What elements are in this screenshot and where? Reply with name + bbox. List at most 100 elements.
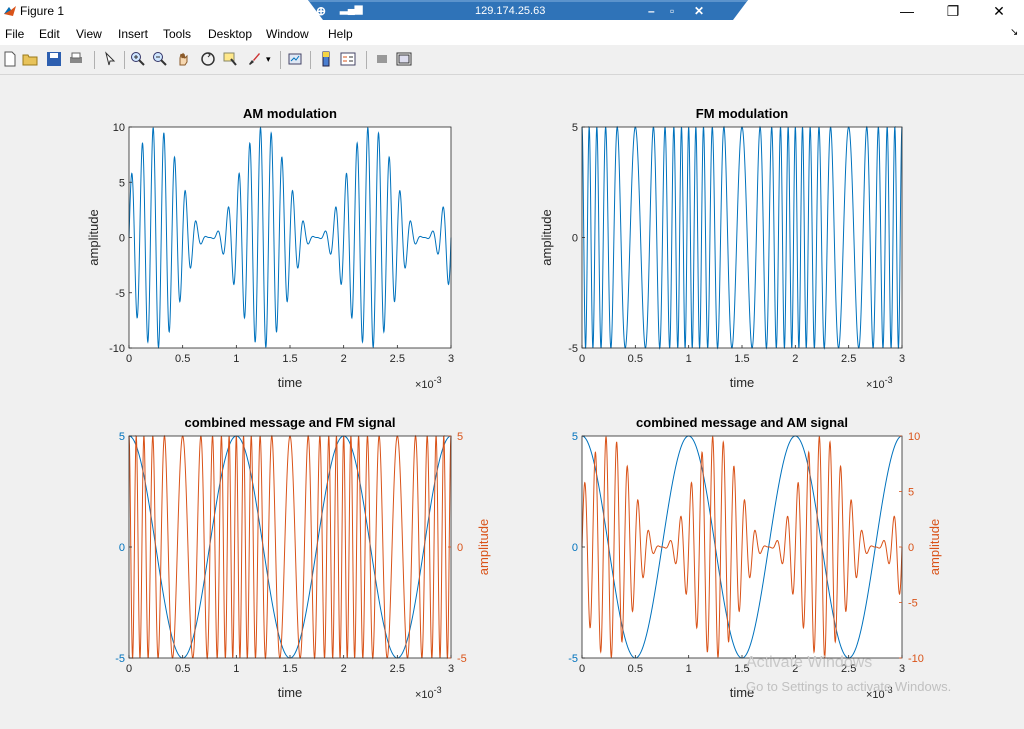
open-file-icon[interactable] xyxy=(22,51,38,67)
zoom-out-icon[interactable] xyxy=(152,51,168,67)
x-tick-label: 0.5 xyxy=(175,353,190,365)
toolbar-separator xyxy=(94,51,95,69)
x-exponent-label: ×10-3 xyxy=(415,685,442,701)
menu-window[interactable]: Window xyxy=(266,27,309,41)
menu-view[interactable]: View xyxy=(76,27,102,41)
rotate-3d-icon[interactable] xyxy=(200,51,216,67)
remote-host: 129.174.25.63 xyxy=(475,5,546,17)
y-right-tick-label: -5 xyxy=(908,598,918,610)
axes-1[interactable]: 0 0.5 1 1.5 2 2.5 3 -10 -5 0 5 10 AM modulation time ×… xyxy=(86,106,454,391)
y-right-tick-label: 5 xyxy=(457,431,463,443)
x-tick-label: 0.5 xyxy=(175,663,190,675)
x-tick-label: 1 xyxy=(686,663,692,675)
remote-connection-bar xyxy=(308,0,748,20)
colorbar-icon[interactable] xyxy=(318,51,334,67)
menu-help[interactable]: Help xyxy=(328,27,353,41)
y-tick-label: 0 xyxy=(119,542,125,554)
plot-title: AM modulation xyxy=(243,106,337,121)
hide-plot-tools-icon[interactable] xyxy=(374,51,390,67)
y-right-tick-label: 0 xyxy=(457,542,463,554)
series-line-1 xyxy=(128,126,452,349)
x-tick-label: 0.5 xyxy=(628,663,643,675)
y-right-tick-label: 5 xyxy=(908,487,914,499)
x-axis-label: time xyxy=(730,685,755,700)
y-tick-label: 5 xyxy=(572,122,578,134)
y-tick-label: 10 xyxy=(113,122,125,134)
show-plot-tools-icon[interactable] xyxy=(396,51,412,67)
legend-icon[interactable] xyxy=(340,51,356,67)
x-tick-label: 2 xyxy=(792,663,798,675)
x-axis-label: time xyxy=(278,685,303,700)
close-button[interactable]: ✕ xyxy=(993,2,1005,19)
x-tick-label: 0 xyxy=(126,663,132,675)
x-tick-label: 2.5 xyxy=(390,353,405,365)
menu-file[interactable]: File xyxy=(5,27,25,41)
x-tick-label: 0 xyxy=(126,353,132,365)
y-right-axis-label: amplitude xyxy=(927,519,942,575)
remote-restore-icon[interactable]: ▫ xyxy=(670,4,675,18)
zoom-in-icon[interactable] xyxy=(130,51,146,67)
toolbar-separator xyxy=(280,51,281,69)
brush-dropdown-icon[interactable]: ▾ xyxy=(266,54,271,64)
new-figure-icon[interactable] xyxy=(2,51,18,67)
x-tick-label: 1 xyxy=(233,353,239,365)
plot-area xyxy=(582,127,902,348)
menu-bar: File Edit View Insert Tools Desktop Wind… xyxy=(0,24,1024,45)
y-tick-label: -5 xyxy=(568,343,578,355)
pointer-icon[interactable] xyxy=(102,51,118,67)
y-right-tick-label: 10 xyxy=(908,431,920,443)
x-tick-label: 0 xyxy=(579,663,585,675)
y-tick-label: 5 xyxy=(572,431,578,443)
x-tick-label: 2 xyxy=(341,353,347,365)
figure-toolbar: ▾ xyxy=(0,46,1024,75)
remote-close-icon[interactable]: ✕ xyxy=(694,4,705,18)
y-tick-label: -5 xyxy=(115,288,125,300)
minimize-button[interactable]: — xyxy=(900,3,914,19)
restore-button[interactable]: ❐ xyxy=(946,2,960,19)
x-tick-label: 0 xyxy=(579,353,585,365)
toolbar-separator xyxy=(366,51,367,69)
y-tick-label: 5 xyxy=(119,177,125,189)
x-tick-label: 2.5 xyxy=(841,353,856,365)
pin-icon[interactable]: ⊕ xyxy=(316,4,327,18)
menu-tools[interactable]: Tools xyxy=(163,27,192,41)
x-tick-label: 2.5 xyxy=(390,663,405,675)
dock-arrow-icon[interactable]: ↘ xyxy=(1010,27,1019,38)
x-tick-label: 3 xyxy=(899,353,905,365)
pan-icon[interactable] xyxy=(176,51,192,67)
remote-minimize-icon[interactable]: – xyxy=(648,4,655,18)
window-title-bar: Figure 1 ⊕ ▂▄▆ 129.174.25.63 – ▫ ✕ — ❐ ✕ xyxy=(0,0,1024,24)
toolbar-separator xyxy=(310,51,311,69)
x-tick-label: 3 xyxy=(448,663,454,675)
save-icon[interactable] xyxy=(46,51,62,67)
menu-desktop[interactable]: Desktop xyxy=(208,27,253,41)
x-tick-label: 1.5 xyxy=(734,663,749,675)
x-tick-label: 2 xyxy=(341,663,347,675)
print-icon[interactable] xyxy=(68,51,84,67)
y-axis-label: amplitude xyxy=(539,209,554,265)
link-plot-icon[interactable] xyxy=(287,51,303,67)
y-right-tick-label: -10 xyxy=(908,653,924,665)
y-right-tick-label: 0 xyxy=(908,542,914,554)
x-exponent-label: ×10-3 xyxy=(415,375,442,391)
menu-insert[interactable]: Insert xyxy=(118,27,149,41)
activate-windows-hint: Go to Settings to activate Windows. xyxy=(746,679,952,694)
y-tick-label: -5 xyxy=(568,653,578,665)
x-tick-label: 1 xyxy=(686,353,692,365)
matlab-logo-icon xyxy=(4,6,16,16)
x-tick-label: 1.5 xyxy=(282,663,297,675)
x-exponent-label: ×10-3 xyxy=(866,375,893,391)
y-axis-label: amplitude xyxy=(86,209,101,265)
brush-icon[interactable] xyxy=(246,51,262,67)
x-tick-label: 2.5 xyxy=(841,663,856,675)
y-tick-label: -5 xyxy=(115,653,125,665)
data-cursor-icon[interactable] xyxy=(222,51,238,67)
menu-edit[interactable]: Edit xyxy=(39,27,60,41)
plot-title: FM modulation xyxy=(696,106,788,121)
toolbar-separator xyxy=(124,51,125,69)
y-tick-label: 5 xyxy=(119,431,125,443)
